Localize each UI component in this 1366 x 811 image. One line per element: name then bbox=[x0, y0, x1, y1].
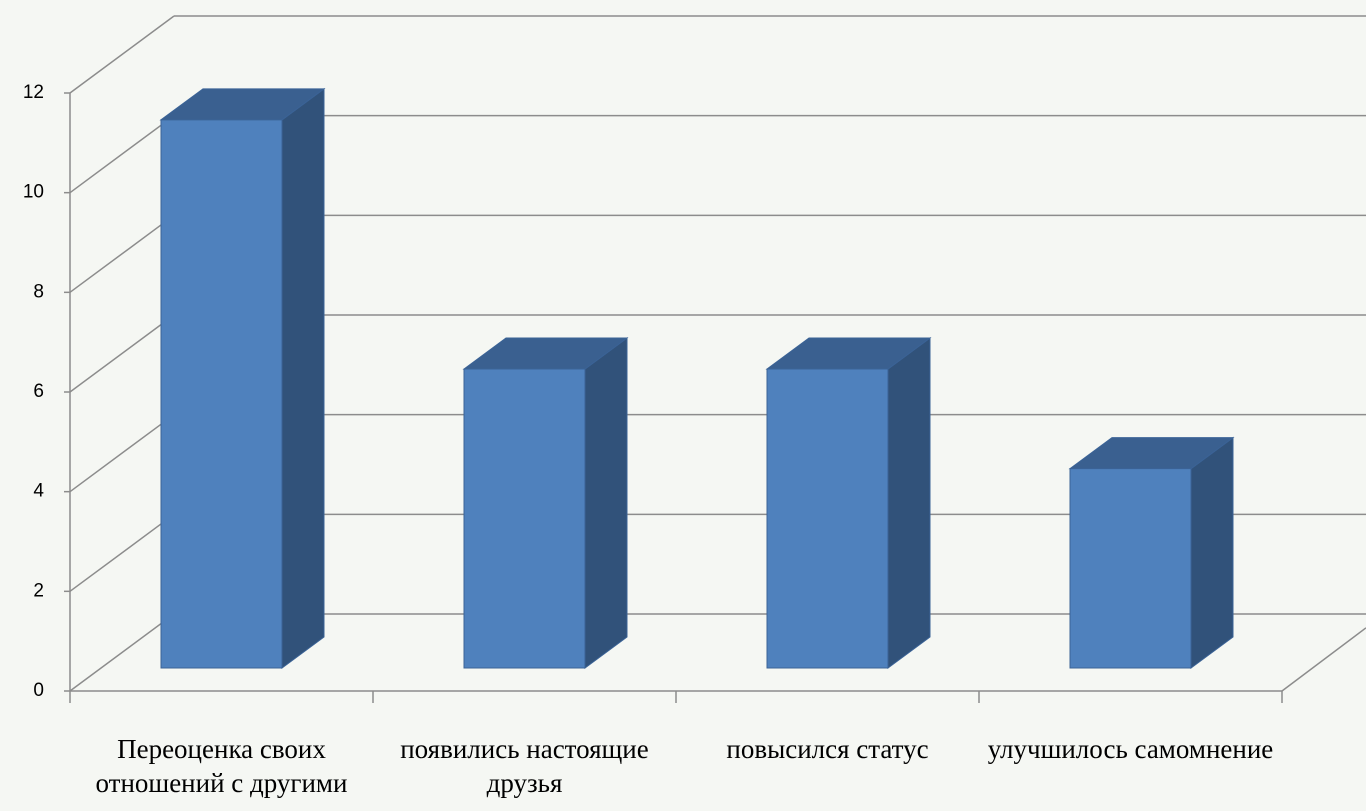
grid-line bbox=[69, 115, 175, 194]
bar-side bbox=[1190, 436, 1234, 669]
floor-edge bbox=[1281, 627, 1366, 692]
grid-line bbox=[69, 214, 175, 293]
bar-front bbox=[463, 368, 586, 669]
y-tick-label: 8 bbox=[33, 281, 44, 302]
bar-front bbox=[766, 368, 889, 669]
y-tick-label: 12 bbox=[23, 82, 44, 103]
bar-front bbox=[160, 119, 283, 669]
x-tick-label: повысился статус bbox=[726, 734, 929, 764]
bar-side bbox=[887, 337, 931, 669]
grid-line bbox=[69, 414, 175, 493]
y-tick-label: 6 bbox=[33, 381, 44, 402]
grid-line bbox=[69, 15, 175, 94]
y-tick-label: 10 bbox=[23, 182, 44, 203]
x-tick-label: появились настоящие друзья bbox=[400, 734, 649, 798]
bar bbox=[1068, 436, 1235, 669]
y-tick-label: 2 bbox=[33, 580, 44, 601]
bar bbox=[462, 337, 629, 669]
bar-side bbox=[584, 337, 628, 669]
y-tick-label: 0 bbox=[33, 680, 44, 701]
bar-front bbox=[1069, 468, 1192, 669]
x-tick-label: улучшилось самомнение bbox=[987, 734, 1274, 764]
bar-side bbox=[281, 87, 325, 669]
bar bbox=[765, 337, 932, 669]
grid-line bbox=[69, 314, 175, 393]
x-tick-label: Переоценка своих отношений с другими bbox=[95, 734, 348, 798]
bar bbox=[159, 87, 326, 669]
grid-line bbox=[69, 513, 175, 592]
grid-line bbox=[69, 613, 175, 692]
y-tick-label: 4 bbox=[33, 481, 44, 502]
